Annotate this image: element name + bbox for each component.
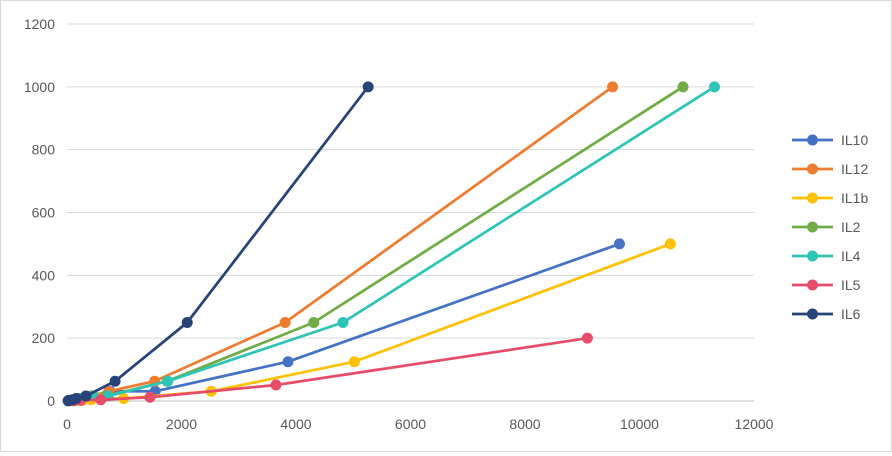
data-point xyxy=(80,390,92,402)
data-point xyxy=(95,394,107,406)
y-tick-label: 400 xyxy=(32,267,56,283)
data-point xyxy=(181,316,193,328)
x-tick-label: 0 xyxy=(63,416,71,432)
legend-label: IL2 xyxy=(841,219,861,235)
legend-label: IL12 xyxy=(841,161,868,177)
legend-label: IL5 xyxy=(841,277,861,293)
legend-item-il6: IL6 xyxy=(792,306,861,322)
x-tick-label: 6000 xyxy=(395,416,426,432)
data-point xyxy=(362,81,374,93)
y-tick-label: 0 xyxy=(47,393,55,409)
legend-label: IL10 xyxy=(841,132,868,148)
legend-item-il5: IL5 xyxy=(792,277,861,293)
series-il1b xyxy=(70,238,676,407)
x-tick-label: 4000 xyxy=(280,416,311,432)
gridlines xyxy=(67,23,754,339)
series-lines xyxy=(62,81,720,407)
x-tick-label: 8000 xyxy=(509,416,540,432)
legend-swatch-marker xyxy=(807,308,818,320)
data-point xyxy=(664,238,676,250)
legend-swatch-marker xyxy=(807,134,818,146)
data-point xyxy=(70,392,82,404)
y-tick-label: 600 xyxy=(32,205,56,221)
data-point xyxy=(708,81,720,93)
data-point xyxy=(613,238,625,250)
series-il6 xyxy=(62,81,374,407)
legend-label: IL6 xyxy=(841,306,861,322)
y-tick-label: 800 xyxy=(32,142,56,158)
legend-swatch-marker xyxy=(807,221,818,233)
y-tick-label: 200 xyxy=(32,330,56,346)
legend-item-il2: IL2 xyxy=(792,219,861,235)
data-point xyxy=(279,316,291,328)
data-point xyxy=(282,356,294,368)
data-point xyxy=(109,375,121,387)
data-point xyxy=(337,316,349,328)
data-point xyxy=(308,316,320,328)
series-il5 xyxy=(67,332,593,407)
legend-item-il10: IL10 xyxy=(792,132,868,148)
legend-swatch-marker xyxy=(807,279,818,291)
legend-item-il4: IL4 xyxy=(792,248,861,264)
data-point xyxy=(162,375,174,387)
legend-swatch-marker xyxy=(807,192,818,204)
data-point xyxy=(270,379,282,391)
data-point xyxy=(144,391,156,403)
data-point xyxy=(677,81,689,93)
series-il12 xyxy=(63,81,619,407)
x-tick-label: 10000 xyxy=(620,416,659,432)
data-point xyxy=(607,81,619,93)
y-tick-label: 1200 xyxy=(24,16,55,32)
x-tick-label: 2000 xyxy=(166,416,197,432)
legend-label: IL4 xyxy=(841,248,861,264)
legend-swatch-marker xyxy=(807,250,818,262)
legend: IL10 IL12 IL1b IL2 IL4 IL5 IL6 xyxy=(792,132,868,322)
data-point xyxy=(348,356,360,368)
legend-item-il1b: IL1b xyxy=(792,190,868,206)
legend-swatch-marker xyxy=(807,163,818,175)
legend-label: IL1b xyxy=(841,190,868,206)
data-point xyxy=(581,332,593,344)
legend-item-il12: IL12 xyxy=(792,161,868,177)
series-il2 xyxy=(63,81,689,407)
y-tick-label: 1000 xyxy=(24,79,55,95)
x-tick-label: 12000 xyxy=(735,416,774,432)
